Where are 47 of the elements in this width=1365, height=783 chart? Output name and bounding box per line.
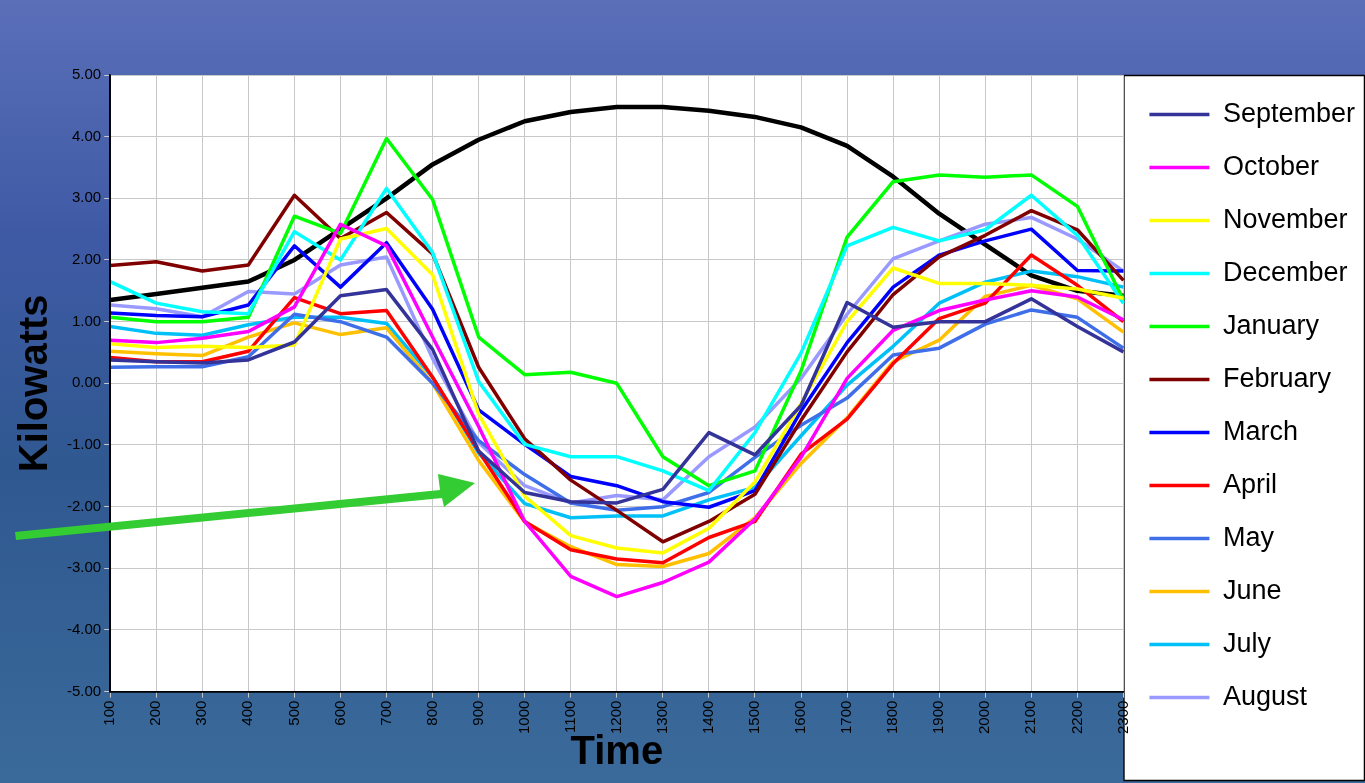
y-tick-label: 2.00 <box>71 250 102 268</box>
legend-label: May <box>1222 521 1275 552</box>
legend-label: January <box>1222 309 1320 340</box>
x-tick-label: 2200 <box>1067 700 1085 735</box>
x-tick-label: 600 <box>330 700 348 726</box>
y-tick-label: -5.00 <box>66 681 102 699</box>
x-tick-label: 800 <box>422 700 440 726</box>
x-tick-label: 1800 <box>883 700 901 735</box>
x-tick-label: 1300 <box>653 700 670 735</box>
x-tick-label: 1200 <box>606 700 624 735</box>
legend-label: February <box>1222 362 1332 393</box>
legend-label: October <box>1222 150 1319 181</box>
x-tick-label: 1900 <box>929 700 947 735</box>
legend-label: April <box>1222 468 1277 499</box>
legend-label: December <box>1222 256 1348 287</box>
x-tick-label: 700 <box>376 700 394 726</box>
legend-label: August <box>1222 680 1308 711</box>
y-tick-label: -4.00 <box>66 620 102 638</box>
y-tick-label: 4.00 <box>71 126 102 144</box>
legend-label: June <box>1222 574 1282 605</box>
legend-label: March <box>1222 415 1298 446</box>
x-tick-label: 200 <box>146 700 164 726</box>
y-tick-label: 5.00 <box>71 65 102 83</box>
y-axis-title: Kilowatts <box>11 294 56 473</box>
x-tick-label: 500 <box>284 700 302 726</box>
x-tick-label: 1000 <box>514 700 532 735</box>
x-tick-label: 900 <box>468 700 486 726</box>
legend-label: September <box>1222 97 1356 128</box>
y-tick-label: -2.00 <box>66 496 102 514</box>
x-tick-label: 2000 <box>975 700 993 735</box>
x-tick-label: 1500 <box>745 700 763 735</box>
x-tick-label: 2100 <box>1021 700 1039 735</box>
x-tick-label: 1700 <box>837 700 855 735</box>
y-tick-label: 3.00 <box>71 188 102 206</box>
x-tick-label: 100 <box>100 700 118 726</box>
x-tick-label: 400 <box>238 700 256 726</box>
x-tick-label: 1600 <box>791 700 809 735</box>
legend-label: July <box>1222 627 1272 658</box>
y-tick-label: -3.00 <box>66 558 102 576</box>
y-tick-label: 0.00 <box>71 373 102 391</box>
x-tick-label: 2300 <box>1113 700 1131 735</box>
legend-label: November <box>1222 203 1348 234</box>
y-tick-label: -1.00 <box>66 435 102 453</box>
x-tick-label: 1400 <box>699 700 717 735</box>
x-tick-label: 300 <box>192 700 210 726</box>
y-tick-label: 1.00 <box>71 311 102 329</box>
x-tick-label: 1100 <box>560 700 578 733</box>
